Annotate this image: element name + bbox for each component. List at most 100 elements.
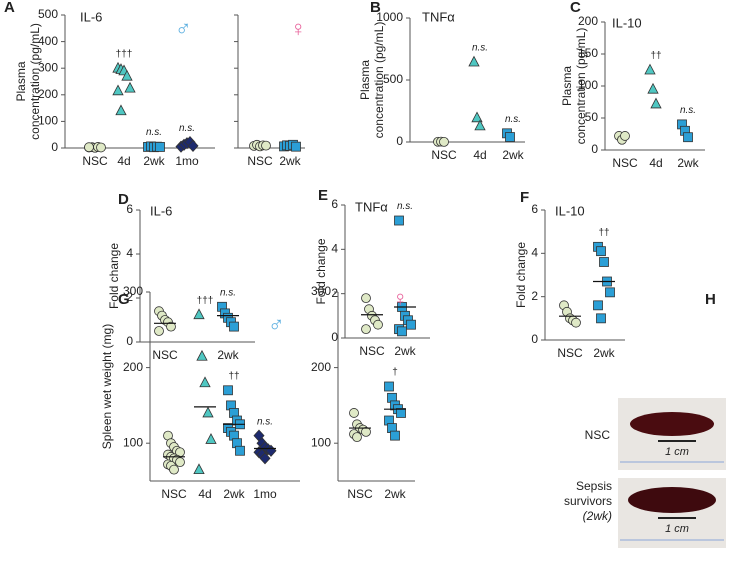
y-axis-label: Plasma (14, 61, 28, 101)
y-axis-label: Plasma (358, 60, 372, 100)
sex-symbol: ♂ (175, 16, 192, 41)
panel-letter: G (118, 291, 130, 308)
y-tick-label: 4 (531, 246, 538, 260)
x-tick-label: 4d (473, 148, 486, 162)
point (384, 381, 394, 392)
photo-label: survivors (564, 494, 612, 508)
point (196, 349, 208, 361)
panel-letter: A (4, 0, 15, 16)
point (291, 141, 301, 152)
significance: ††† (116, 49, 133, 60)
y-axis-label: Fold change (314, 238, 328, 304)
point (505, 132, 515, 142)
significance: n.s. (146, 127, 162, 138)
point (352, 432, 362, 443)
y-tick-label: 2 (531, 289, 538, 303)
chart-title: TNFα (422, 9, 455, 24)
y-tick-label: 2 (331, 286, 338, 300)
y-tick-label: 6 (331, 197, 338, 211)
y-tick-label: 4 (331, 242, 338, 256)
sex-symbol: ♀ (290, 16, 307, 41)
panel-letter: C (570, 0, 581, 16)
sex-symbol: ♂ (268, 312, 285, 337)
x-tick-label: 1mo (175, 154, 199, 168)
point (187, 139, 199, 152)
significance: †† (598, 227, 609, 238)
x-tick-label: NSC (359, 344, 385, 358)
y-tick-label: 0 (126, 334, 133, 348)
point (154, 326, 164, 336)
point (605, 287, 615, 298)
point (683, 132, 693, 143)
y-tick-label: 200 (123, 360, 143, 374)
panel-letter: D (118, 191, 129, 208)
y-tick-label: 0 (51, 140, 58, 154)
point (205, 433, 217, 444)
significance: †† (650, 51, 661, 62)
x-tick-label: NSC (347, 487, 373, 501)
y-axis-label: concentration (pg/mL) (574, 28, 588, 145)
point (397, 326, 407, 337)
significance: n.s. (505, 114, 521, 125)
point (644, 63, 656, 75)
y-tick-label: 0 (396, 134, 403, 148)
x-tick-label: NSC (612, 156, 638, 170)
panel-letter: F (520, 189, 529, 206)
point (349, 408, 359, 418)
point (468, 55, 480, 67)
chart-title: IL-10 (555, 203, 585, 218)
x-tick-label: NSC (431, 148, 457, 162)
y-tick-label: 200 (38, 87, 58, 101)
y-tick-label: 50 (585, 110, 599, 124)
point (396, 408, 406, 418)
y-tick-label: 200 (311, 360, 331, 374)
x-tick-label: 2wk (384, 487, 406, 501)
x-tick-label: 2wk (502, 148, 524, 162)
point (474, 119, 486, 131)
spleen (630, 412, 714, 436)
y-tick-label: 0 (591, 142, 598, 156)
point (229, 321, 239, 332)
x-tick-label: 2wk (593, 346, 615, 360)
x-tick-label: 2wk (143, 154, 165, 168)
chart-title: IL-10 (612, 15, 642, 30)
point (112, 84, 124, 96)
point (166, 321, 176, 332)
point (155, 142, 165, 152)
scale-label: 1 cm (665, 446, 689, 458)
x-tick-label: NSC (161, 487, 187, 501)
point (620, 131, 630, 141)
y-tick-label: 100 (38, 114, 58, 128)
x-tick-label: 4d (117, 154, 130, 168)
chart-title: TNFα (355, 199, 388, 214)
y-tick-label: 6 (126, 202, 133, 216)
y-tick-label: 4 (126, 246, 133, 260)
point (361, 426, 371, 437)
point (199, 376, 211, 388)
panel-h: H 1 cm NSC 1 cm Sepsis survivors (2wk) (564, 291, 726, 548)
x-tick-label: 2wk (677, 156, 699, 170)
y-tick-label: 200 (578, 14, 598, 28)
point (235, 445, 245, 456)
point (361, 293, 371, 304)
point (596, 246, 606, 257)
point (471, 111, 483, 123)
point (96, 142, 106, 153)
point (121, 69, 133, 81)
point (650, 97, 662, 109)
point (596, 313, 606, 324)
significance: † (392, 367, 398, 378)
y-tick-label: 100 (578, 78, 598, 92)
significance: n.s. (179, 123, 195, 134)
y-tick-label: 6 (531, 202, 538, 216)
x-tick-label: 4d (649, 156, 662, 170)
point (169, 464, 179, 475)
y-axis-label: concentration (pg/mL) (372, 22, 386, 139)
spleen (628, 487, 716, 513)
chart-title: IL-6 (80, 9, 102, 24)
y-tick-label: 150 (578, 46, 598, 60)
photo-label: NSC (585, 428, 611, 442)
point (84, 142, 94, 153)
y-tick-label: 300 (311, 284, 331, 298)
point (259, 452, 271, 465)
